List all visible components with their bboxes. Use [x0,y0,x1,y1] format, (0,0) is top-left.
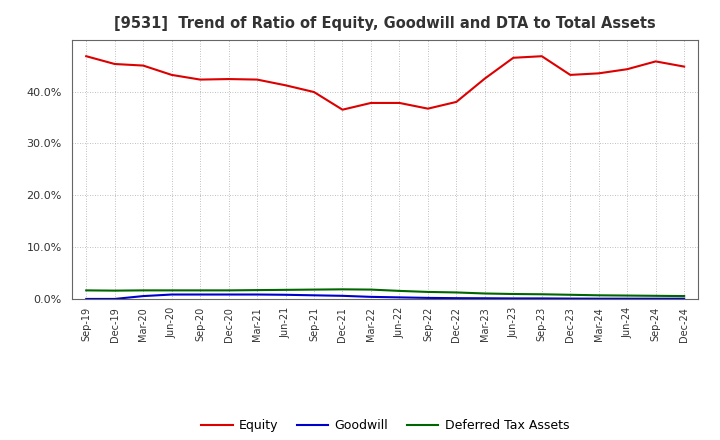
Goodwill [652,296,660,301]
Deferred Tax Assets [509,291,518,297]
Deferred Tax Assets [338,287,347,292]
Equity [652,59,660,64]
Equity [623,66,631,72]
Deferred Tax Assets [566,292,575,297]
Line: Deferred Tax Assets: Deferred Tax Assets [86,290,684,296]
Goodwill [452,296,461,301]
Equity [82,54,91,59]
Goodwill [167,292,176,297]
Goodwill [566,296,575,301]
Goodwill [225,292,233,297]
Deferred Tax Assets [623,293,631,298]
Goodwill [196,292,204,297]
Deferred Tax Assets [537,292,546,297]
Deferred Tax Assets [167,288,176,293]
Deferred Tax Assets [452,290,461,295]
Goodwill [537,296,546,301]
Goodwill [423,295,432,301]
Equity [366,100,375,106]
Deferred Tax Assets [680,293,688,299]
Equity [310,89,318,95]
Line: Goodwill: Goodwill [86,294,684,299]
Equity [139,63,148,68]
Equity [537,54,546,59]
Goodwill [480,296,489,301]
Equity [282,83,290,88]
Goodwill [110,296,119,301]
Equity [566,72,575,77]
Deferred Tax Assets [310,287,318,292]
Deferred Tax Assets [110,288,119,293]
Goodwill [338,293,347,298]
Equity [395,100,404,106]
Title: [9531]  Trend of Ratio of Equity, Goodwill and DTA to Total Assets: [9531] Trend of Ratio of Equity, Goodwil… [114,16,656,32]
Goodwill [595,296,603,301]
Deferred Tax Assets [82,288,91,293]
Deferred Tax Assets [196,288,204,293]
Goodwill [395,295,404,300]
Equity [680,64,688,69]
Goodwill [509,296,518,301]
Goodwill [82,296,91,301]
Goodwill [310,293,318,298]
Equity [225,77,233,82]
Equity [338,107,347,112]
Equity [253,77,261,82]
Equity [196,77,204,82]
Equity [595,71,603,76]
Equity [167,72,176,77]
Goodwill [623,296,631,301]
Legend: Equity, Goodwill, Deferred Tax Assets: Equity, Goodwill, Deferred Tax Assets [197,414,574,437]
Goodwill [680,296,688,301]
Deferred Tax Assets [225,288,233,293]
Deferred Tax Assets [652,293,660,298]
Equity [509,55,518,60]
Equity [452,99,461,105]
Equity [110,61,119,66]
Goodwill [253,292,261,297]
Deferred Tax Assets [139,288,148,293]
Goodwill [366,294,375,300]
Goodwill [139,293,148,299]
Goodwill [282,292,290,297]
Deferred Tax Assets [395,288,404,293]
Deferred Tax Assets [480,291,489,296]
Deferred Tax Assets [595,293,603,298]
Deferred Tax Assets [282,287,290,293]
Equity [480,76,489,81]
Line: Equity: Equity [86,56,684,110]
Deferred Tax Assets [366,287,375,292]
Deferred Tax Assets [423,289,432,294]
Deferred Tax Assets [253,287,261,293]
Equity [423,106,432,111]
